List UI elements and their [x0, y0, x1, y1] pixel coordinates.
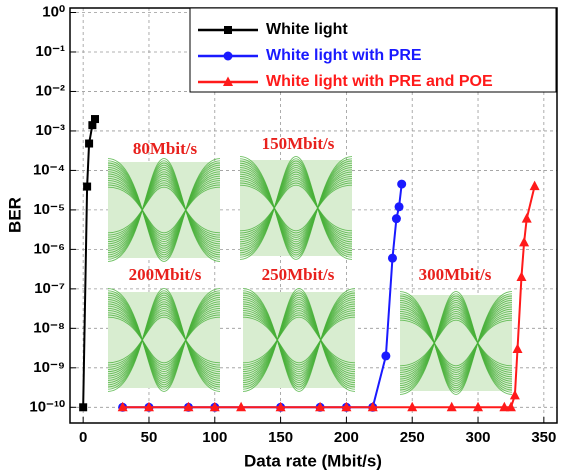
y-tick-label: 10⁻¹: [35, 43, 65, 60]
y-tick-label: 10⁻²: [35, 82, 65, 99]
x-tick-label: 50: [141, 429, 158, 446]
data-point: [83, 183, 91, 191]
annotation: 80Mbit/s: [133, 139, 198, 158]
y-tick-label: 10⁻³: [35, 122, 65, 139]
legend-label: White light: [266, 21, 348, 38]
y-tick-label: 10⁻⁸: [33, 319, 65, 336]
eye-diagram: [108, 159, 220, 262]
data-point: [519, 237, 529, 247]
annotation: 300Mbit/s: [419, 265, 492, 284]
data-point: [91, 115, 99, 123]
y-tick-label: 10⁻⁶: [33, 240, 65, 257]
x-axis-label: Data rate (Mbit/s): [244, 451, 382, 470]
x-tick-label: 150: [268, 429, 293, 446]
annotation: 200Mbit/s: [129, 265, 202, 284]
y-tick-label: 10⁻⁹: [33, 359, 65, 376]
data-point: [516, 271, 526, 281]
eye-diagram: [108, 289, 220, 392]
data-point: [513, 343, 523, 353]
chart: Data rate (Mbit/s) BER 0 50 100 150 200 250 30…: [0, 0, 566, 474]
eye-diagram: [400, 292, 512, 395]
data-point: [397, 180, 406, 189]
data-point: [79, 403, 87, 411]
x-tick-label: 350: [531, 429, 556, 446]
data-point: [395, 202, 404, 211]
x-tick-label: 200: [334, 429, 359, 446]
data-point: [388, 254, 397, 263]
x-tick-label: 300: [466, 429, 491, 446]
y-tick-label: 10⁻⁷: [34, 280, 65, 297]
y-tick-label: 10⁰: [42, 3, 65, 20]
data-point: [530, 181, 540, 191]
annotation: 150Mbit/s: [262, 134, 335, 153]
y-tick-label: 10⁻⁵: [33, 201, 65, 218]
y-axis-label: BER: [5, 197, 24, 233]
data-point: [522, 213, 532, 223]
x-tick-label: 250: [400, 429, 425, 446]
eye-diagram: [243, 289, 355, 392]
x-tick-label: 0: [79, 429, 87, 446]
legend-label: White light with PRE and POE: [266, 73, 493, 90]
legend-marker: [224, 26, 232, 34]
y-tick-label: 10⁻⁴: [33, 161, 65, 178]
data-point: [381, 351, 390, 360]
y-tick-label: 10⁻¹⁰: [29, 398, 65, 415]
legend-label: White light with PRE: [266, 47, 422, 64]
data-point: [85, 140, 93, 148]
annotation: 250Mbit/s: [262, 265, 335, 284]
legend-marker: [224, 52, 233, 61]
series-line: [83, 119, 95, 407]
x-tick-label: 100: [202, 429, 227, 446]
eye-diagram: [240, 157, 352, 260]
data-point: [392, 214, 401, 223]
